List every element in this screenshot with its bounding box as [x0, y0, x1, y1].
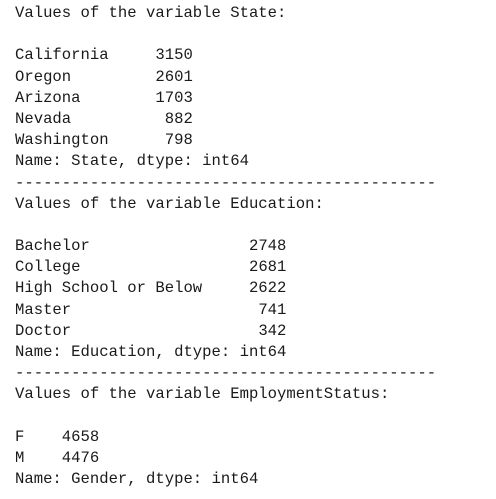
row-padding — [90, 237, 249, 255]
row-padding — [109, 131, 165, 149]
value-count-row: California 3150 — [15, 45, 485, 66]
row-label: Oregon — [15, 67, 72, 86]
series-footer: Name: State, dtype: int64 — [15, 152, 249, 171]
value-count-row: Arizona 1703 — [15, 88, 485, 109]
blank-line — [15, 24, 485, 45]
value-count-row: Bachelor 2748 — [15, 236, 485, 257]
row-padding — [71, 68, 155, 86]
section-header: Values of the variable State: — [15, 4, 287, 22]
row-count: 1703 — [155, 88, 193, 107]
row-label: M — [15, 448, 25, 467]
row-padding — [71, 110, 165, 128]
row-label: Doctor — [15, 321, 72, 340]
row-label: Arizona — [15, 88, 81, 107]
row-label: Bachelor — [15, 237, 90, 256]
row-label: F — [15, 427, 25, 446]
section-header: Values of the variable Education: — [15, 194, 324, 213]
row-count: 3150 — [155, 46, 193, 65]
row-count: 2622 — [248, 279, 287, 298]
row-padding — [81, 89, 156, 107]
value-count-row: M 4476 — [15, 448, 485, 469]
value-count-row: College 2681 — [15, 257, 485, 278]
value-count-row: High School or Below 2622 — [15, 278, 485, 299]
value-count-row: Oregon 2601 — [15, 67, 485, 88]
row-padding — [71, 322, 258, 340]
row-padding — [24, 428, 61, 446]
row-label: College — [15, 258, 81, 277]
row-padding — [202, 279, 249, 297]
row-count: 798 — [164, 131, 193, 150]
row-label: Nevada — [15, 109, 72, 128]
row-padding — [109, 46, 156, 64]
series-footer: Name: Education, dtype: int64 — [15, 343, 287, 361]
blank-line — [15, 215, 485, 236]
row-padding — [71, 301, 258, 319]
separator-line: ----------------------------------------… — [15, 364, 437, 383]
row-count: 741 — [258, 300, 287, 319]
row-count: 342 — [258, 321, 287, 340]
console-output: Values of the variable State: California … — [15, 3, 485, 490]
row-label: California — [15, 46, 109, 65]
section-header: Values of the variable EmploymentStatus: — [15, 385, 390, 404]
series-footer: Name: Gender, dtype: int64 — [15, 470, 259, 489]
row-padding — [24, 449, 61, 467]
value-count-row: Washington 798 — [15, 130, 485, 151]
row-count: 4476 — [61, 448, 100, 467]
value-count-row: Doctor 342 — [15, 321, 485, 342]
value-count-row: Master 741 — [15, 300, 485, 321]
row-count: 2748 — [248, 237, 287, 256]
value-count-row: Nevada 882 — [15, 109, 485, 130]
value-count-row: F 4658 — [15, 427, 485, 448]
separator-line: ----------------------------------------… — [15, 173, 437, 192]
blank-line — [15, 406, 485, 427]
row-label: High School or Below — [15, 279, 203, 298]
row-count: 2601 — [155, 67, 193, 86]
row-padding — [81, 258, 249, 276]
row-label: Washington — [15, 131, 109, 150]
row-count: 2681 — [248, 258, 287, 277]
row-count: 882 — [164, 109, 193, 128]
row-count: 4658 — [61, 427, 100, 446]
row-label: Master — [15, 300, 72, 319]
